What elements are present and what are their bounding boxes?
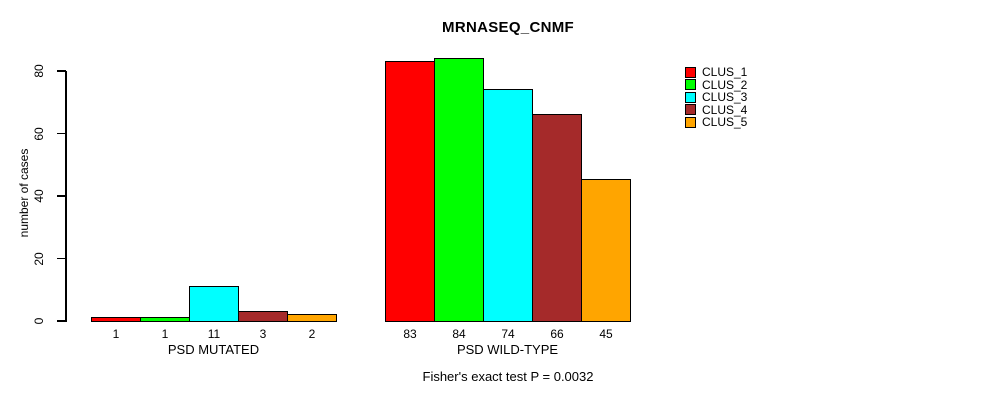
legend-label: CLUS_4	[702, 102, 748, 117]
bar-value-clus-5-psd-mutated: 2	[308, 327, 316, 341]
y-tick-mark	[57, 257, 66, 260]
y-tick-label: 80	[32, 64, 46, 78]
legend-item-clus-2: CLUS_2	[685, 79, 747, 92]
bar-clus-5-psd-wild-type	[581, 179, 631, 322]
legend-swatch-clus-2	[685, 79, 696, 91]
bar-clus-2-psd-wild-type	[434, 57, 484, 322]
legend-item-clus-4: CLUS_4	[685, 104, 747, 117]
bar-value-clus-2-psd-wild-type: 84	[452, 327, 466, 341]
legend-label: CLUS_1	[702, 65, 748, 80]
bar-value-clus-5-psd-wild-type: 45	[599, 327, 613, 341]
bar-clus-3-psd-mutated	[189, 285, 239, 322]
legend-label: CLUS_3	[702, 90, 748, 105]
y-tick-label: 40	[32, 189, 46, 203]
y-tick-mark	[57, 320, 66, 322]
bar-value-clus-4-psd-mutated: 3	[259, 327, 267, 341]
bar-value-clus-3-psd-wild-type: 74	[501, 327, 515, 341]
bar-clus-4-psd-mutated	[238, 310, 288, 322]
bar-clus-4-psd-wild-type	[532, 113, 582, 322]
legend-swatch-clus-4	[685, 104, 696, 116]
bar-clus-3-psd-wild-type	[483, 88, 533, 322]
y-tick-mark	[57, 132, 66, 135]
bar-value-clus-2-psd-mutated: 1	[161, 327, 169, 341]
legend: CLUS_1 CLUS_2 CLUS_3 CLUS_4 CLUS_5	[685, 66, 747, 129]
bar-clus-2-psd-mutated	[140, 316, 190, 322]
y-tick-mark	[57, 195, 66, 197]
bar-clus-5-psd-mutated	[287, 313, 337, 322]
bar-clus-1-psd-wild-type	[385, 60, 435, 322]
y-tick-label: 60	[32, 126, 46, 141]
legend-swatch-clus-5	[685, 116, 696, 128]
bar-value-clus-3-psd-mutated: 11	[207, 327, 221, 341]
y-axis-title: number of cases	[17, 148, 31, 238]
legend-label: CLUS_2	[702, 77, 748, 92]
y-tick-label: 20	[32, 251, 46, 266]
chart-title: MRNASEQ_CNMF	[442, 19, 574, 36]
legend-item-clus-5: CLUS_5	[685, 116, 747, 129]
x-group-label-psd-mutated: PSD MUTATED	[167, 342, 260, 357]
bar-value-clus-1-psd-wild-type: 83	[403, 327, 417, 341]
legend-swatch-clus-1	[685, 66, 696, 78]
legend-label: CLUS_5	[702, 115, 748, 130]
y-tick-mark	[57, 70, 66, 72]
x-group-label-psd-wild-type: PSD WILD-TYPE	[456, 342, 559, 357]
bar-clus-1-psd-mutated	[91, 316, 141, 322]
footer-annotation: Fisher's exact test P = 0.0032	[422, 369, 594, 384]
bar-value-clus-1-psd-mutated: 1	[112, 327, 120, 341]
legend-item-clus-3: CLUS_3	[685, 91, 747, 104]
bar-value-clus-4-psd-wild-type: 66	[550, 327, 564, 341]
legend-swatch-clus-3	[685, 91, 696, 103]
legend-item-clus-1: CLUS_1	[685, 66, 747, 79]
y-tick-label: 0	[32, 317, 46, 325]
